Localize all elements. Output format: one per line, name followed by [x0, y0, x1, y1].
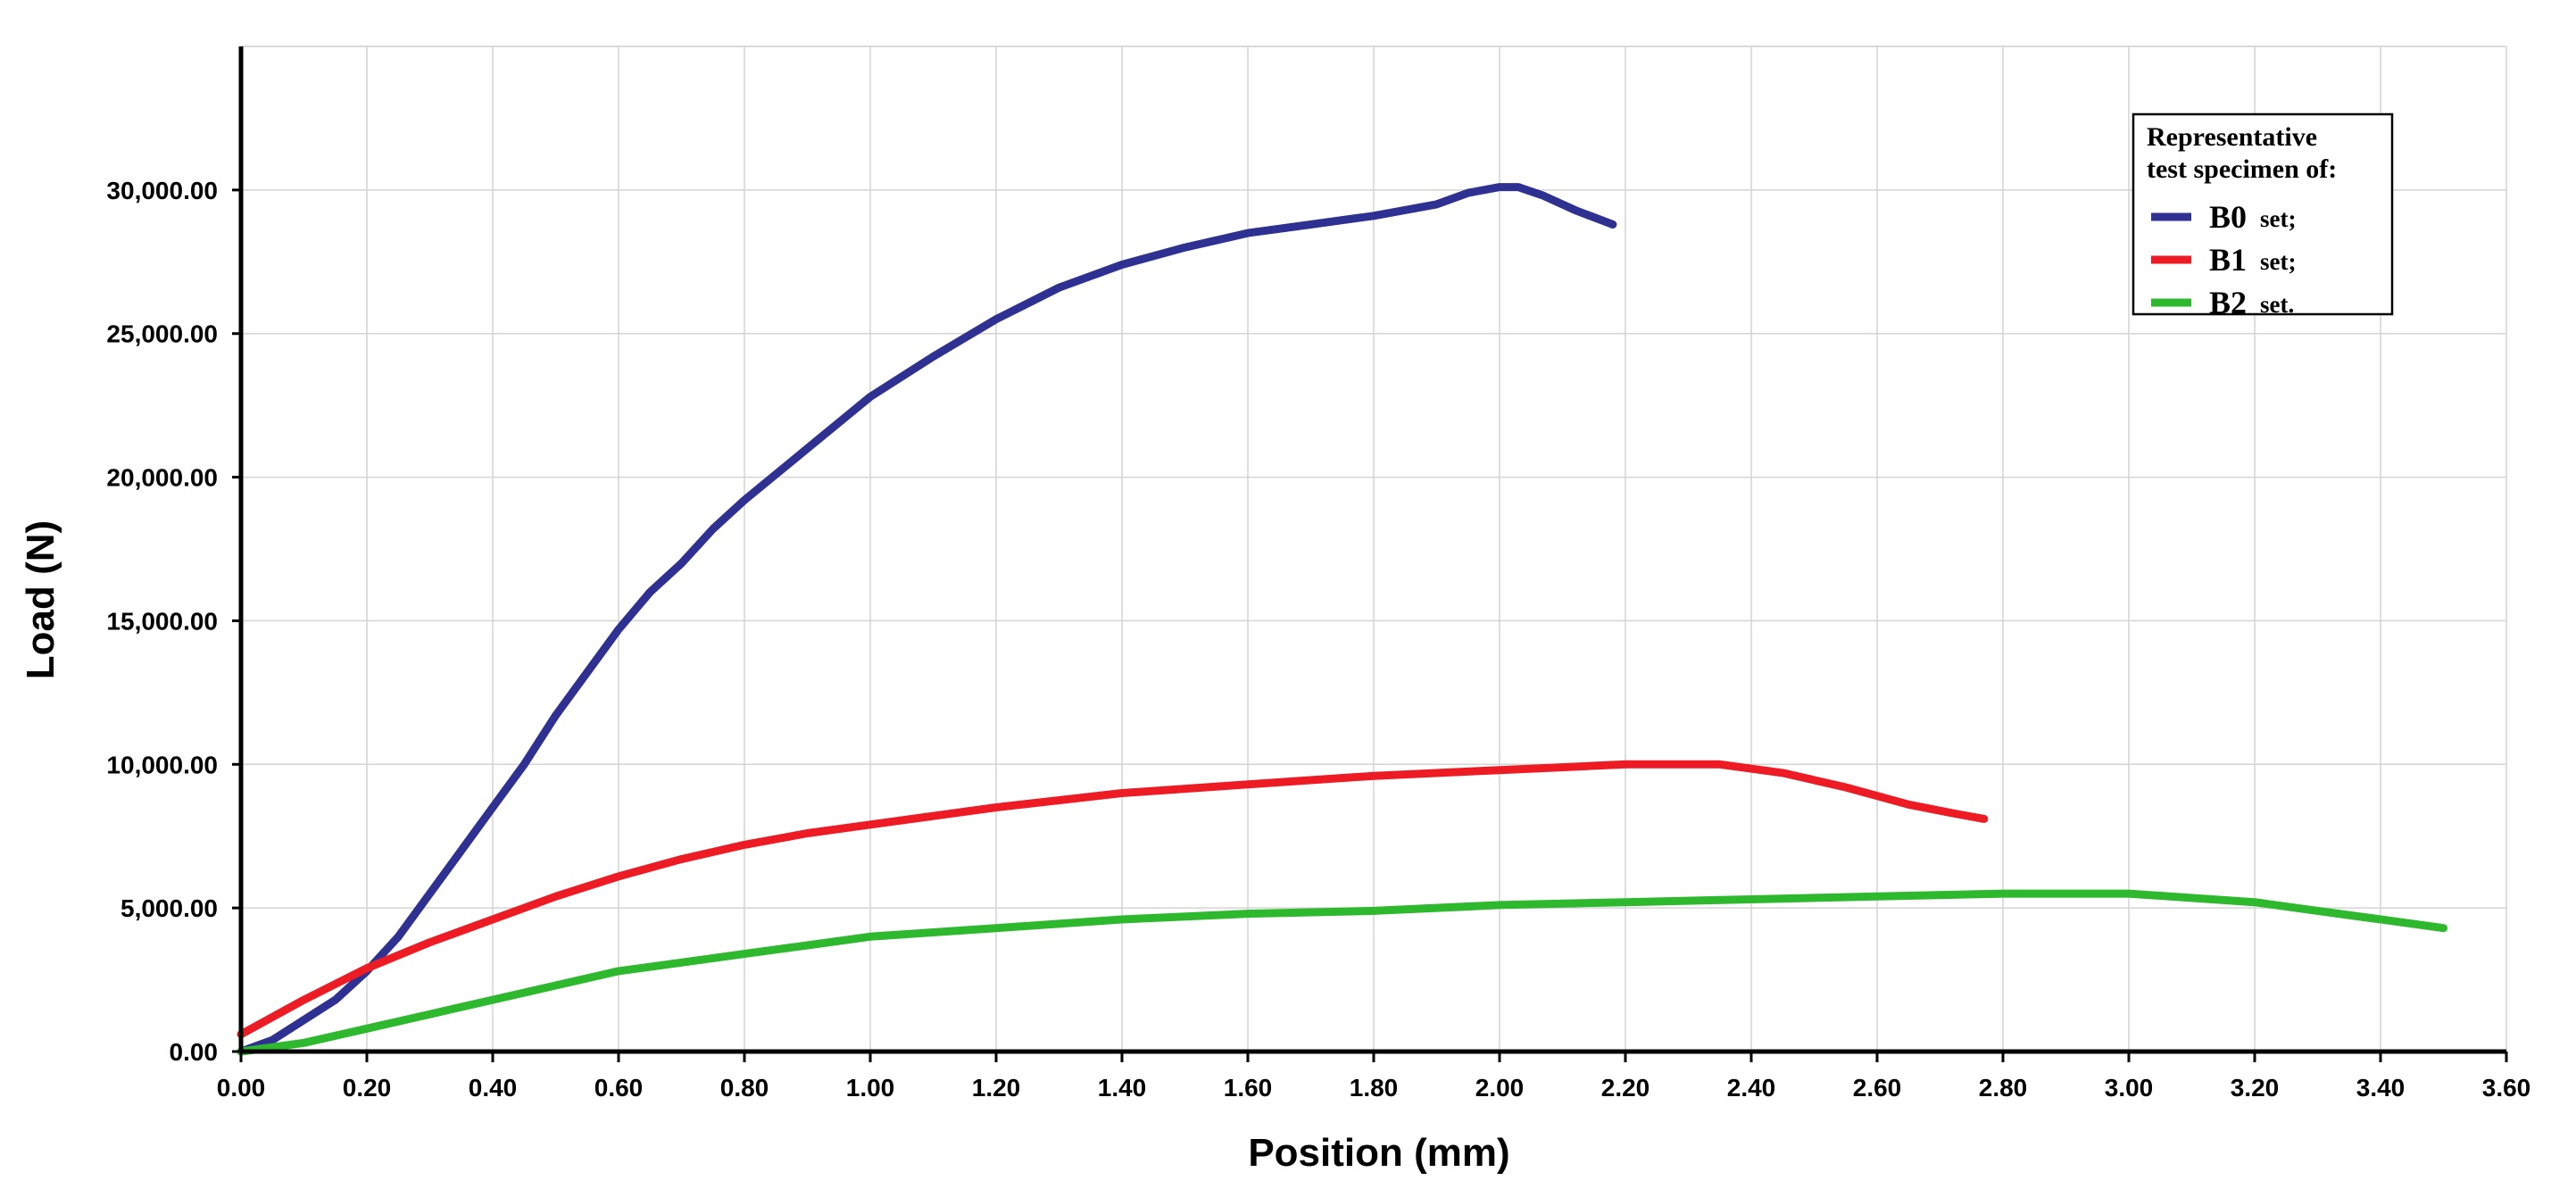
- x-tick-label: 2.20: [1601, 1074, 1650, 1102]
- x-tick-label: 1.40: [1098, 1074, 1147, 1102]
- legend-label-b1: B1: [2209, 242, 2247, 278]
- y-tick-label: 15,000.00: [106, 607, 218, 635]
- x-tick-label: 0.60: [594, 1074, 644, 1102]
- legend-title-line2: test specimen of:: [2147, 154, 2337, 184]
- x-tick-label: 3.60: [2482, 1074, 2531, 1102]
- x-tick-label: 2.40: [1727, 1074, 1776, 1102]
- legend: Representative test specimen of: B0 set; B…: [2131, 112, 2394, 320]
- x-tick-label: 0.40: [469, 1074, 518, 1102]
- series-line-b2: [237, 889, 2447, 1056]
- y-tick-label: 20,000.00: [106, 464, 218, 492]
- x-tick-label: 0.20: [343, 1074, 392, 1102]
- x-tick-label: 3.40: [2356, 1074, 2406, 1102]
- x-tick-label: 1.00: [846, 1074, 895, 1102]
- y-tick-label: 10,000.00: [106, 751, 218, 778]
- x-tick-labels: 0.00 0.20 0.40 0.60 0.80 1.00 1.20 1.40 1.60 1.80…: [217, 1074, 2531, 1102]
- legend-suffix-b2: set.: [2260, 291, 2294, 318]
- x-tick-label: 1.20: [972, 1074, 1021, 1102]
- x-tick-label: 2.80: [1979, 1074, 2028, 1102]
- legend-label-b2: B2: [2209, 285, 2247, 320]
- series-layer: [237, 183, 2447, 1056]
- axes: [232, 46, 2508, 1062]
- x-tick-label: 3.00: [2105, 1074, 2154, 1102]
- x-tick-label: 0.00: [217, 1074, 266, 1102]
- series-line-b1: [237, 760, 1989, 1039]
- legend-title-line1: Representative: [2147, 122, 2317, 152]
- y-tick-label: 0.00: [170, 1038, 219, 1066]
- x-tick-label: 1.60: [1224, 1074, 1273, 1102]
- x-tick-label: 3.20: [2231, 1074, 2280, 1102]
- x-tick-label: 0.80: [720, 1074, 769, 1102]
- legend-suffix-b1: set;: [2260, 248, 2296, 275]
- series-line-b0: [237, 183, 1617, 1056]
- x-tick-label: 1.80: [1350, 1074, 1399, 1102]
- x-tick-label: 2.60: [1853, 1074, 1902, 1102]
- grid-lines: [241, 46, 2507, 1052]
- y-axis-title: Load (N): [19, 520, 62, 679]
- x-axis-title: Position (mm): [1248, 1131, 1509, 1175]
- y-tick-label: 5,000.00: [120, 894, 218, 922]
- legend-suffix-b0: set;: [2260, 205, 2296, 232]
- y-tick-labels: 0.00 5,000.00 10,000.00 15,000.00 20,000.00 2…: [106, 177, 218, 1066]
- y-tick-label: 30,000.00: [106, 177, 218, 204]
- x-tick-label: 2.00: [1475, 1074, 1525, 1102]
- legend-label-b0: B0: [2209, 199, 2247, 235]
- y-tick-label: 25,000.00: [106, 320, 218, 348]
